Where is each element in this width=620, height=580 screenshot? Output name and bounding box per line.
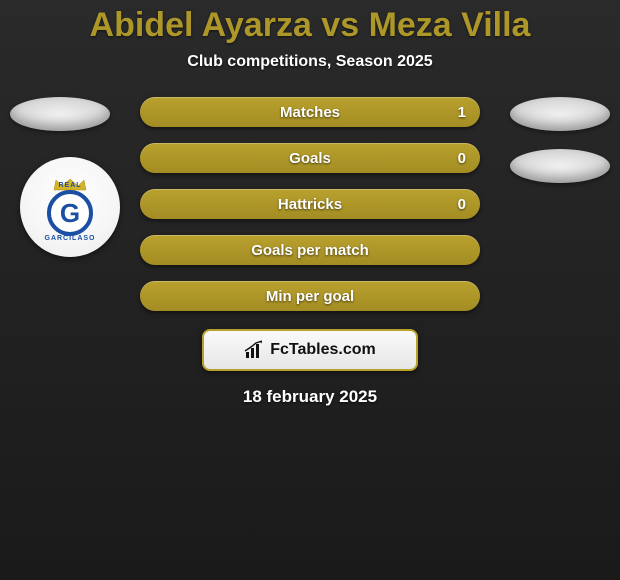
source-badge[interactable]: FcTables.com	[202, 329, 418, 371]
player-placeholder-right-2	[510, 149, 610, 183]
player-placeholder-left	[10, 97, 110, 131]
stat-label: Goals	[289, 150, 331, 167]
stat-bar-min-per-goal: Min per goal	[140, 281, 480, 311]
stat-bar-hattricks: Hattricks 0	[140, 189, 480, 219]
stat-bar-matches: Matches 1	[140, 97, 480, 127]
stat-label: Min per goal	[266, 288, 354, 305]
infographic-root: Abidel Ayarza vs Meza Villa Club competi…	[0, 0, 620, 407]
stat-label: Hattricks	[278, 196, 342, 213]
club-logo-text-top: REAL	[58, 182, 81, 189]
stat-value: 0	[458, 150, 466, 167]
club-logo: REAL G GARCILASO	[20, 157, 120, 257]
player-placeholder-right-1	[510, 97, 610, 131]
stat-label: Goals per match	[251, 242, 369, 259]
stat-bar-goals: Goals 0	[140, 143, 480, 173]
stat-bars: Matches 1 Goals 0 Hattricks 0 Goals per …	[140, 97, 480, 311]
stat-value: 0	[458, 196, 466, 213]
stat-bar-goals-per-match: Goals per match	[140, 235, 480, 265]
subtitle: Club competitions, Season 2025	[0, 53, 620, 71]
date-text: 18 february 2025	[20, 387, 600, 407]
source-badge-text: FcTables.com	[270, 341, 376, 359]
stat-value: 1	[458, 104, 466, 121]
fctables-icon	[244, 340, 264, 360]
stage: REAL G GARCILASO Matches 1 Goals 0 Hattr…	[0, 97, 620, 407]
club-logo-circle: REAL G GARCILASO	[47, 190, 93, 236]
stat-label: Matches	[280, 104, 340, 121]
source-badge-wrap: FcTables.com	[20, 329, 600, 371]
club-logo-letter: G	[60, 198, 80, 229]
page-title: Abidel Ayarza vs Meza Villa	[0, 6, 620, 45]
club-logo-text-bottom: GARCILASO	[45, 235, 96, 242]
